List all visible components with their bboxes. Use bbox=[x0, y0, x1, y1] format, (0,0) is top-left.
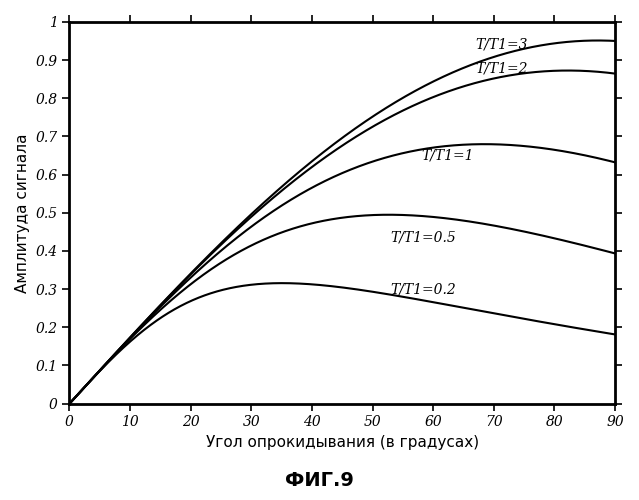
Y-axis label: Амплитуда сигнала: Амплитуда сигнала bbox=[15, 133, 30, 292]
Text: T/T1=0.2: T/T1=0.2 bbox=[391, 282, 456, 296]
Text: T/T1=1: T/T1=1 bbox=[421, 148, 473, 162]
X-axis label: Угол опрокидывания (в градусах): Угол опрокидывания (в градусах) bbox=[206, 435, 479, 450]
Text: T/T1=2: T/T1=2 bbox=[475, 62, 528, 76]
Text: T/T1=0.5: T/T1=0.5 bbox=[391, 230, 456, 244]
Text: T/T1=3: T/T1=3 bbox=[475, 38, 528, 52]
Text: ФИГ.9: ФИГ.9 bbox=[285, 471, 354, 490]
